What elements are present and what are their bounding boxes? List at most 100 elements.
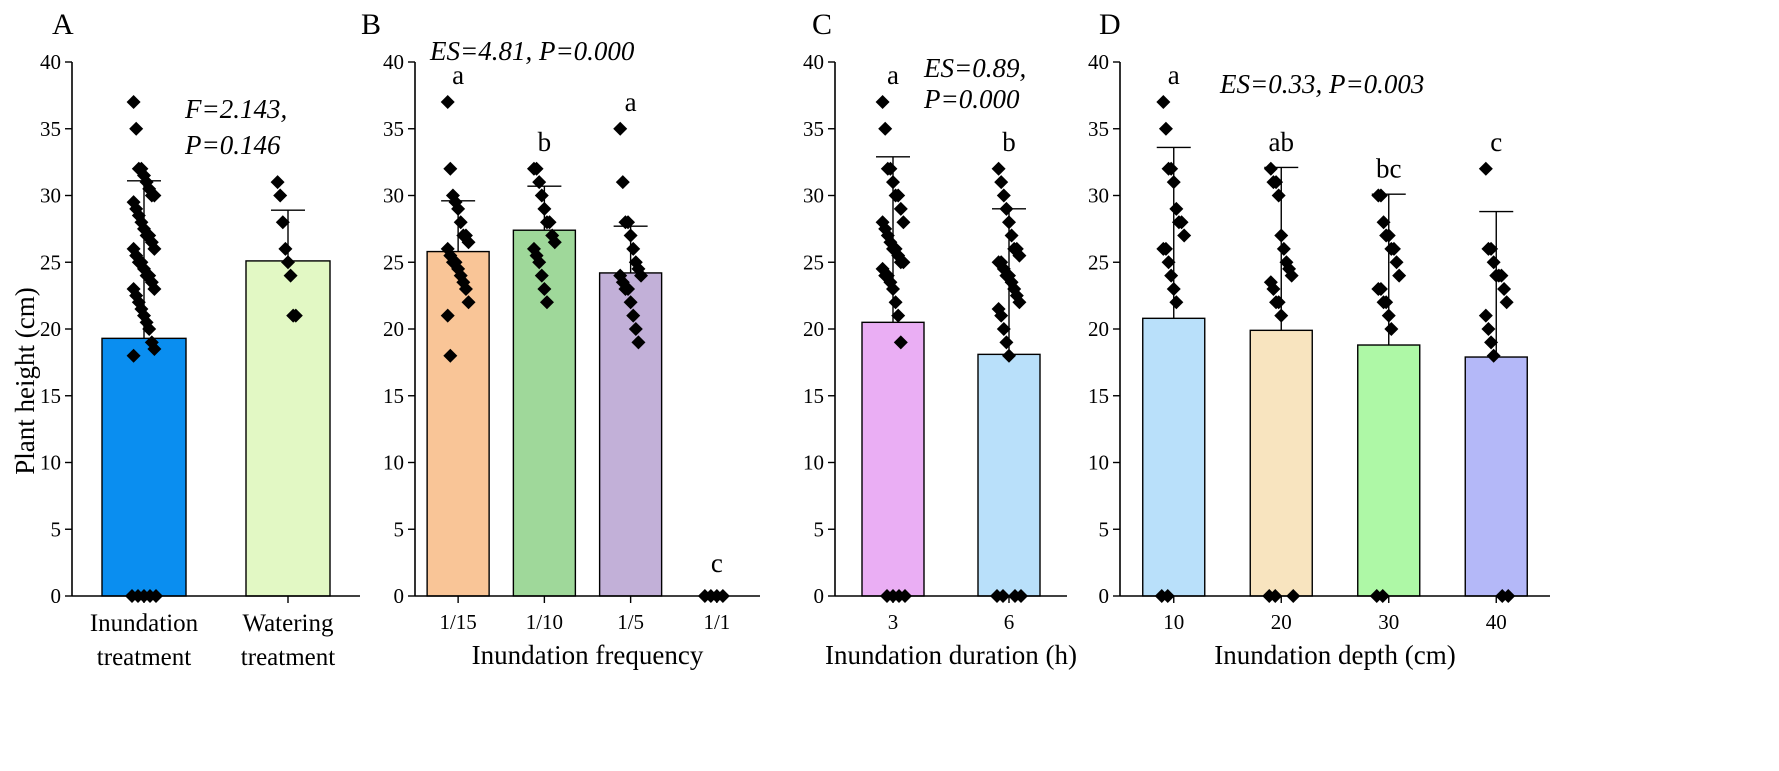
x-axis-title: Inundation duration (h) — [825, 640, 1077, 670]
data-point — [615, 175, 630, 190]
data-point — [991, 161, 1006, 176]
data-point — [1271, 188, 1286, 203]
panel-c: Ca b 0 5 10 15 20 25 30 35 40 3 6 Inundation duration… — [803, 8, 1077, 670]
data-point — [534, 268, 549, 283]
data-point — [1486, 348, 1501, 363]
data-point — [886, 281, 900, 296]
y-tick-label: 35 — [40, 117, 61, 141]
y-tick-label: 15 — [803, 384, 824, 408]
data-point — [1481, 322, 1496, 336]
data-point — [623, 295, 638, 310]
x-tick-label: 1/5 — [617, 610, 644, 634]
y-tick-label: 5 — [814, 517, 825, 541]
data-point — [631, 335, 646, 350]
y-tick-label: 40 — [1088, 50, 1109, 74]
x-tick-label: 40 — [1486, 610, 1507, 634]
stat-annotation: P=0.000 — [923, 84, 1020, 114]
bar — [977, 353, 1041, 597]
data-point — [537, 281, 552, 296]
data-point — [1169, 201, 1184, 216]
bar — [101, 337, 187, 597]
data-point — [1381, 308, 1396, 323]
data-point — [443, 348, 458, 363]
data-point — [461, 295, 476, 310]
data-point — [1497, 281, 1512, 296]
data-point — [443, 161, 458, 176]
y-tick-label: 10 — [803, 451, 824, 475]
x-axis-title: Inundation frequency — [472, 640, 704, 670]
data-point — [621, 215, 636, 230]
bar — [245, 260, 331, 597]
y-axis-title: Plant height (cm) — [10, 287, 40, 474]
significance-letter: bc — [1376, 154, 1402, 184]
stat-annotation: F=2.143, — [184, 94, 287, 124]
data-point — [1379, 295, 1394, 310]
y-tick-label: 30 — [383, 184, 404, 208]
data-point — [532, 175, 547, 190]
y-tick-label: 0 — [1099, 584, 1110, 608]
data-point — [1269, 175, 1284, 190]
x-tick-label: 3 — [888, 610, 899, 634]
data-point — [1484, 241, 1499, 256]
data-point — [270, 175, 285, 190]
data-point — [1478, 161, 1493, 176]
data-point — [440, 95, 455, 110]
data-point — [996, 322, 1011, 336]
significance-letter: a — [887, 60, 899, 90]
data-point — [1164, 268, 1179, 283]
bar — [512, 229, 577, 597]
data-point — [891, 248, 906, 263]
data-point — [996, 188, 1011, 203]
data-point — [999, 201, 1014, 216]
y-tick-label: 25 — [803, 250, 824, 274]
data-point — [1177, 228, 1192, 243]
y-tick-label: 0 — [394, 584, 405, 608]
panel-letter: B — [361, 8, 381, 41]
x-axis-title: Inundation depth (cm) — [1214, 640, 1455, 670]
data-point — [126, 95, 141, 110]
data-point — [1002, 215, 1016, 230]
y-tick-label: 20 — [1088, 317, 1109, 341]
x-tick-label: 1/1 — [703, 610, 730, 634]
stat-annotation: ES=0.33, P=0.003 — [1219, 69, 1424, 99]
data-point — [1012, 248, 1027, 263]
data-point — [281, 255, 295, 270]
y-tick-label: 10 — [383, 451, 404, 475]
stat-annotation: ES=4.81, P=0.000 — [429, 36, 635, 66]
x-tick-label: 6 — [1004, 610, 1015, 634]
data-point — [147, 188, 162, 203]
data-point — [634, 268, 649, 283]
data-point — [126, 348, 141, 363]
bar — [1464, 356, 1528, 597]
bar — [1249, 329, 1313, 597]
x-tick-label: 30 — [1378, 610, 1399, 634]
data-point — [875, 95, 890, 110]
bar — [1142, 317, 1206, 597]
x-tick-label: Watering treatment — [241, 610, 335, 671]
y-tick-label: 30 — [40, 184, 61, 208]
y-tick-label: 15 — [383, 384, 404, 408]
data-point — [1484, 335, 1499, 350]
data-point — [1161, 255, 1176, 270]
panel-d: Da ab bc c 0 5 10 15 20 25 30 35 40 10 20 30 40 Inundatio… — [1088, 8, 1550, 670]
data-point — [896, 215, 911, 230]
data-point — [537, 201, 552, 216]
data-point — [1392, 268, 1407, 283]
data-point — [275, 215, 290, 230]
stat-annotation: ES=0.89, — [923, 53, 1026, 83]
significance-letter: c — [1490, 127, 1502, 157]
x-tick-label: 1/10 — [526, 610, 563, 634]
data-point — [878, 121, 893, 136]
data-point — [999, 335, 1014, 350]
y-tick-label: 10 — [1088, 451, 1109, 475]
data-point — [440, 308, 455, 323]
y-tick-label: 15 — [40, 384, 61, 408]
panel-letter: A — [52, 8, 74, 41]
y-tick-label: 25 — [383, 250, 404, 274]
data-point — [1274, 308, 1289, 323]
data-point — [453, 215, 468, 230]
data-point — [458, 281, 473, 296]
data-point — [129, 121, 144, 136]
data-point — [1158, 241, 1173, 256]
